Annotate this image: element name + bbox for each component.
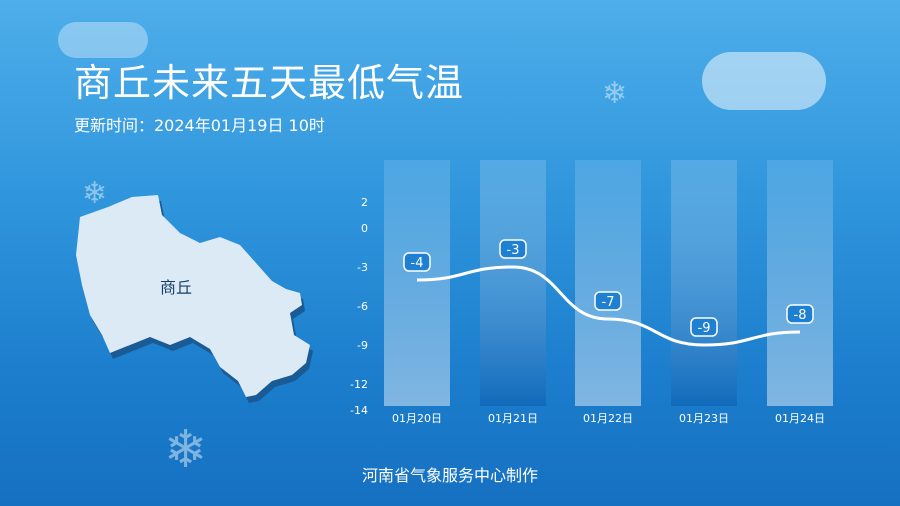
x-tick-label: 01月24日 xyxy=(775,412,825,425)
snowflake-icon: ❄ xyxy=(82,176,108,211)
data-label: -7 xyxy=(594,291,622,311)
footer-credit: 河南省气象服务中心制作 xyxy=(361,466,538,485)
temperature-line xyxy=(416,265,801,347)
x-tick-label: 01月20日 xyxy=(392,412,442,425)
snowflake-icon: ❄ xyxy=(602,76,628,111)
data-label-text: -3 xyxy=(507,243,520,258)
page-title: 商丘未来五天最低气温 xyxy=(74,61,465,105)
y-tick-label: -9 xyxy=(357,339,368,352)
data-label: -8 xyxy=(786,304,814,324)
column-band xyxy=(575,160,641,406)
snowflake-icon: ❄ xyxy=(164,420,208,480)
x-tick-label: 01月22日 xyxy=(583,412,633,425)
data-label-text: -8 xyxy=(794,308,807,323)
cloud-icon xyxy=(702,52,826,110)
data-label-box xyxy=(594,291,622,311)
map-region xyxy=(76,195,310,397)
update-time: 更新时间：2024年01月19日 10时 xyxy=(74,116,325,135)
column-band xyxy=(671,160,737,406)
data-label-text: -9 xyxy=(698,321,711,336)
city-map: 商丘 xyxy=(76,195,313,403)
data-label: -4 xyxy=(403,252,431,272)
data-label-box xyxy=(499,239,527,259)
y-tick-label: 0 xyxy=(361,222,368,235)
data-label-box xyxy=(690,317,718,337)
data-label: -3 xyxy=(499,239,527,259)
y-tick-label: -6 xyxy=(357,300,368,313)
y-tick-label: -14 xyxy=(350,404,368,417)
column-band xyxy=(480,160,546,406)
column-band xyxy=(767,160,833,406)
cloud-icon xyxy=(58,22,148,58)
x-tick-label: 01月23日 xyxy=(679,412,729,425)
map-city-label: 商丘 xyxy=(160,278,192,297)
data-label-text: -4 xyxy=(411,256,424,271)
x-tick-label: 01月21日 xyxy=(488,412,538,425)
y-tick-label: 2 xyxy=(361,196,368,209)
data-label-box xyxy=(403,252,431,272)
data-label-text: -7 xyxy=(602,295,615,310)
data-label: -9 xyxy=(690,317,718,337)
data-label-box xyxy=(786,304,814,324)
y-tick-label: -12 xyxy=(350,378,368,391)
column-band xyxy=(384,160,450,406)
y-tick-label: -3 xyxy=(357,261,368,274)
